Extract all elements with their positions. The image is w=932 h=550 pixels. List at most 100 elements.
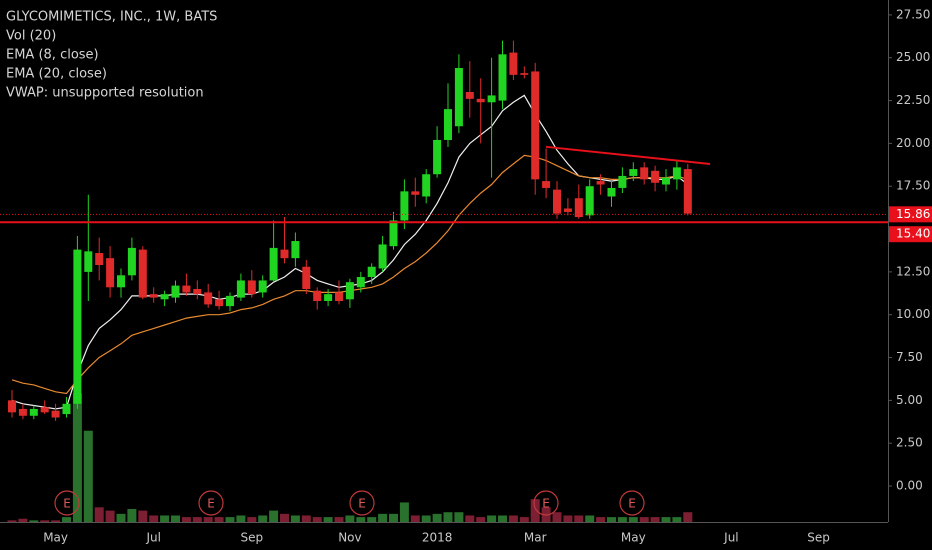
volume-bar xyxy=(7,520,17,522)
volume-bar xyxy=(454,512,464,522)
volume-bar xyxy=(116,513,126,522)
y-tick-label: 20.00 xyxy=(896,136,930,150)
volume-bar xyxy=(421,515,431,522)
volume-bar xyxy=(650,517,660,522)
volume-bar xyxy=(683,512,693,522)
volume-bar xyxy=(18,518,28,522)
x-tick-label: Mar xyxy=(524,531,547,545)
x-tick-label: May xyxy=(621,531,646,545)
volume-bar xyxy=(301,515,311,522)
candle-body xyxy=(138,249,147,298)
candle-body xyxy=(607,187,616,197)
candle-body xyxy=(345,282,354,300)
candle-body xyxy=(127,247,136,276)
candle-body xyxy=(444,109,452,140)
candle-body xyxy=(498,54,507,101)
candle-body xyxy=(40,407,49,413)
volume-bar xyxy=(639,517,649,522)
candle-body xyxy=(356,277,365,288)
volume-bar xyxy=(476,517,486,522)
earnings-marker xyxy=(54,490,80,516)
volume-bar xyxy=(672,517,682,522)
candle-body xyxy=(672,167,681,180)
candle-body xyxy=(215,299,224,307)
volume-bar xyxy=(105,510,115,522)
candle-body xyxy=(51,410,60,418)
price-label-box xyxy=(889,206,932,223)
x-tick-label: May xyxy=(43,531,68,545)
earnings-marker xyxy=(349,490,375,516)
candle-body xyxy=(411,191,420,195)
volume-bar xyxy=(378,513,388,522)
volume-bar xyxy=(367,517,377,522)
volume-bar xyxy=(389,513,398,522)
volume-bar xyxy=(138,510,148,522)
volume-bar xyxy=(258,515,268,522)
candle-body xyxy=(640,167,649,180)
candle-body xyxy=(160,294,169,300)
candle-body xyxy=(542,181,551,188)
volume-bar xyxy=(269,510,279,522)
candle-body xyxy=(226,295,234,307)
candle-body xyxy=(106,258,115,288)
candle-body xyxy=(553,189,561,214)
candle-body xyxy=(84,251,93,272)
candle-body xyxy=(574,198,583,218)
candle-body xyxy=(324,294,333,302)
candle-body xyxy=(269,247,278,281)
candle-body xyxy=(236,280,245,298)
candle-body xyxy=(95,253,104,266)
candle-body xyxy=(18,408,27,416)
candle-body xyxy=(73,249,82,404)
x-tick-label: Sep xyxy=(240,531,263,545)
volume-bar xyxy=(519,517,529,522)
candle-body xyxy=(563,208,572,212)
candle-body xyxy=(291,241,300,259)
earnings-marker xyxy=(198,490,224,516)
volume-bar xyxy=(399,502,409,522)
volume-bar xyxy=(62,517,71,522)
volume-bar xyxy=(443,512,453,522)
candle-body xyxy=(149,294,158,298)
candle-body xyxy=(302,266,311,290)
volume-bar xyxy=(225,517,235,522)
volume-bar xyxy=(323,517,333,522)
earnings-marker xyxy=(619,490,645,516)
candle-body xyxy=(509,52,518,75)
volume-bar xyxy=(160,515,170,522)
volume-bar xyxy=(236,515,246,522)
volume-bar xyxy=(203,517,213,522)
earnings-label: E xyxy=(542,497,550,511)
volume-bar xyxy=(345,515,355,522)
candle-body xyxy=(62,403,71,415)
y-tick-label: 25.00 xyxy=(896,50,930,64)
volume-bar xyxy=(508,515,518,522)
candle-body xyxy=(596,181,605,185)
candle-body xyxy=(476,98,485,103)
volume-bar xyxy=(487,515,497,522)
y-tick-label: 0.00 xyxy=(896,479,923,493)
candle-body xyxy=(629,169,638,176)
volume-bar xyxy=(192,517,202,522)
candle-body xyxy=(422,174,431,197)
chart-title: GLYCOMIMETICS, INC., 1W, BATS xyxy=(6,10,217,25)
earnings-marker xyxy=(533,490,559,516)
volume-bar xyxy=(574,515,584,522)
candle-body xyxy=(389,220,398,247)
candle-body xyxy=(182,285,191,293)
candle-body xyxy=(335,292,343,302)
candle-body xyxy=(433,139,442,175)
candle-body xyxy=(247,280,256,295)
trendline xyxy=(545,145,711,165)
volume-bar xyxy=(51,520,61,522)
price-label: 15.86 xyxy=(896,207,930,221)
volume-bar xyxy=(290,515,300,522)
candle-body xyxy=(618,175,627,188)
price-label: 15.40 xyxy=(896,227,930,241)
y-tick-label: 7.50 xyxy=(896,350,923,364)
x-tick-label: Nov xyxy=(338,531,361,545)
volume-bar xyxy=(596,517,606,522)
